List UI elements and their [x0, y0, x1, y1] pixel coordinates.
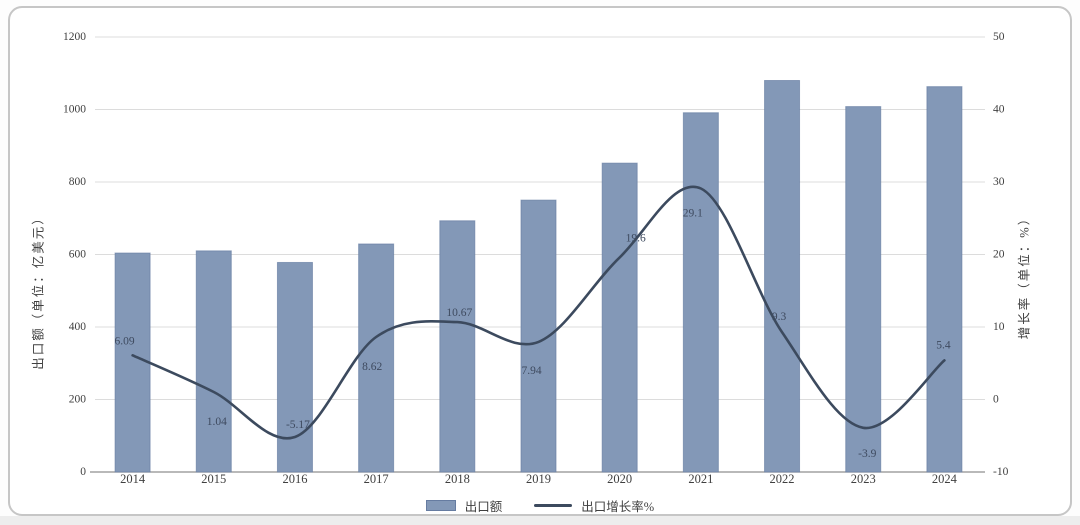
x-axis-label-2024: 2024 [932, 472, 958, 486]
bottom-band [0, 516, 1080, 525]
point-label-2018: 10.67 [446, 307, 472, 319]
point-label-2020: 19.6 [626, 232, 646, 244]
x-axis-label-2021: 2021 [688, 472, 713, 486]
x-tick-labels: 2014 2015 2016 2017 2018 2019 2020 2021 2022 2023… [120, 472, 958, 486]
left-axis-title: 出口额（单位：亿美元） [31, 210, 46, 370]
point-label-2014: 6.09 [115, 335, 135, 347]
bar-legend-swatch-icon [425, 500, 456, 511]
bar-2021 [682, 112, 719, 473]
left-axis-tick: 1200 [63, 31, 86, 43]
bar-2014 [114, 252, 151, 473]
point-label-2019: 7.94 [521, 365, 541, 377]
bar-2024 [926, 86, 963, 473]
point-label-2016: -5.17 [286, 419, 310, 431]
x-axis-label-2022: 2022 [770, 472, 795, 486]
point-label-2017: 8.62 [362, 361, 382, 373]
bar-legend-label: 出口额 [464, 500, 503, 514]
left-axis-tick: 800 [69, 176, 87, 188]
right-tick-labels: -10 0 10 20 30 40 50 [993, 31, 1009, 478]
x-axis-label-2015: 2015 [201, 472, 226, 486]
bar-2023 [845, 106, 882, 473]
right-axis-tick: 40 [993, 104, 1005, 116]
x-axis-label-2016: 2016 [282, 472, 307, 486]
legend: 出口额 出口增长率% [0, 496, 1080, 515]
right-axis-tick: 20 [993, 249, 1005, 261]
line-legend-label: 出口增长率% [581, 500, 655, 514]
point-label-2022: 9.3 [772, 311, 787, 323]
right-axis-tick: 0 [993, 394, 999, 406]
bar-2018 [439, 220, 476, 473]
right-axis-tick: 10 [993, 321, 1005, 333]
x-axis-label-2023: 2023 [851, 472, 876, 486]
x-axis-label-2018: 2018 [445, 472, 470, 486]
right-axis-tick: -10 [993, 466, 1009, 478]
bars [114, 80, 963, 473]
point-label-2024: 5.4 [936, 339, 951, 351]
point-label-2021: 29.1 [683, 208, 703, 220]
bar-2016 [276, 261, 313, 473]
point-labels: 6.09 1.04 -5.17 8.62 10.67 7.94 19.6 29.1 9.3 -3.… [115, 208, 951, 460]
x-axis-label-2020: 2020 [607, 472, 632, 486]
left-axis-tick: 0 [80, 466, 86, 478]
left-axis-tick: 600 [69, 249, 87, 261]
bar-2020 [601, 162, 638, 473]
x-axis-label-2014: 2014 [120, 472, 146, 486]
bar-2015 [195, 250, 232, 473]
left-axis-tick: 200 [69, 394, 87, 406]
x-axis-label-2019: 2019 [526, 472, 551, 486]
right-axis-title: 增长率（单位：%） [1017, 210, 1032, 340]
line-legend-swatch-icon [534, 504, 573, 507]
x-axis-label-2017: 2017 [364, 472, 389, 486]
point-label-2023: -3.9 [858, 448, 876, 460]
left-axis-tick: 400 [69, 321, 87, 333]
growth-rate-line [131, 185, 946, 440]
point-label-2015: 1.04 [207, 416, 227, 428]
left-tick-labels: 0 200 400 600 800 1000 1200 [63, 31, 86, 478]
bar-2022 [764, 80, 801, 473]
right-axis-tick: 30 [993, 176, 1005, 188]
right-axis-tick: 50 [993, 31, 1005, 43]
bar-2017 [358, 243, 395, 473]
left-axis-tick: 1000 [63, 104, 86, 116]
